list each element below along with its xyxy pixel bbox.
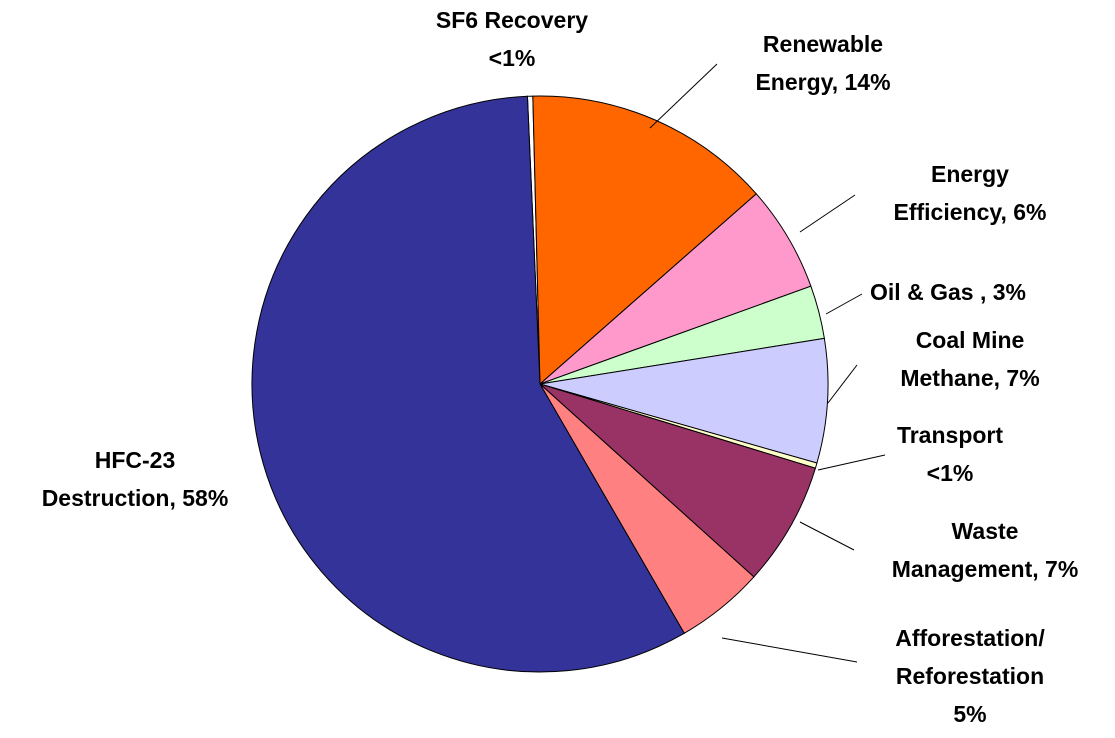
slice-label: Efficiency, 6% <box>894 199 1047 225</box>
slice-label: Coal Mine <box>916 327 1025 353</box>
slice-label: Reforestation <box>896 663 1044 689</box>
slice-label: SF6 Recovery <box>436 7 588 33</box>
leader-line <box>721 637 858 663</box>
leader-line <box>827 364 858 404</box>
slice-label: Afforestation/ <box>895 625 1045 651</box>
slice-label: HFC-23 <box>95 447 176 473</box>
leader-line <box>799 194 856 233</box>
slice-label: <1% <box>489 45 536 71</box>
pie-slice <box>539 337 829 464</box>
slice-label: Energy <box>931 161 1009 187</box>
pie-slice <box>539 383 817 578</box>
leader-line <box>825 293 863 315</box>
leader-line <box>799 521 855 551</box>
pie-slice <box>251 95 685 673</box>
slice-label: 5% <box>953 701 986 727</box>
leader-line <box>817 454 886 471</box>
slice-label: Destruction, 58% <box>42 485 229 511</box>
slice-label: Oil & Gas , 3% <box>870 279 1026 305</box>
slice-label: Transport <box>897 422 1003 448</box>
leader-line <box>649 63 718 129</box>
slice-label: Management, 7% <box>892 556 1079 582</box>
slice-label: Energy, 14% <box>755 69 890 95</box>
pie-slice <box>532 95 757 386</box>
slice-label: <1% <box>927 460 974 486</box>
slice-label: Renewable <box>763 31 883 57</box>
slice-label: Waste <box>952 518 1019 544</box>
slice-label: Methane, 7% <box>900 365 1039 391</box>
